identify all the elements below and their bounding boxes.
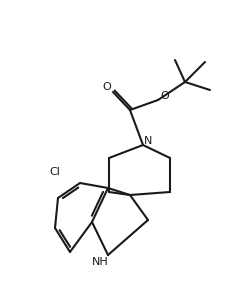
Text: N: N: [144, 136, 152, 146]
Text: Cl: Cl: [50, 167, 60, 177]
Text: NH: NH: [92, 257, 108, 267]
Text: O: O: [161, 91, 169, 101]
Text: O: O: [103, 82, 111, 92]
